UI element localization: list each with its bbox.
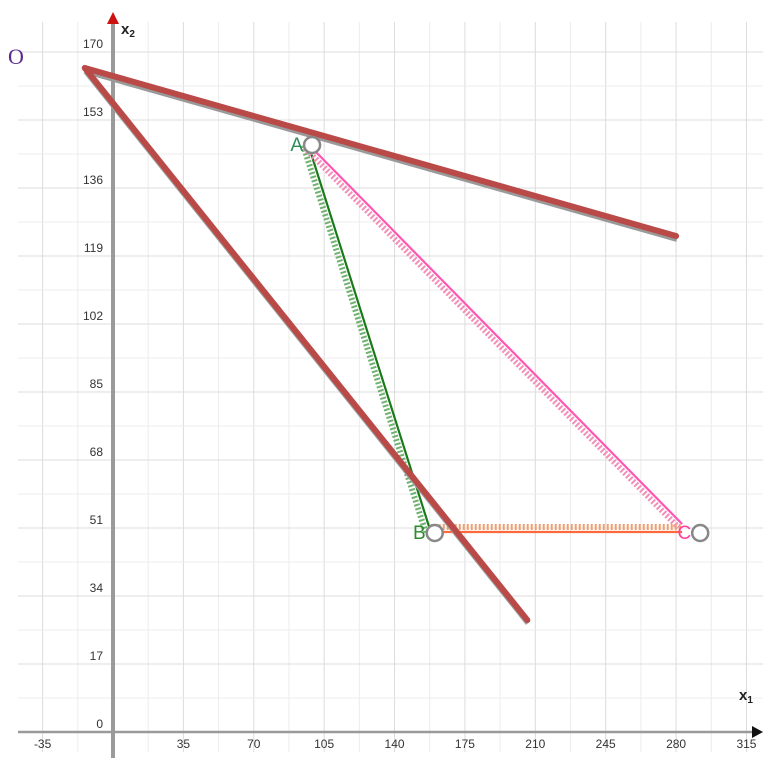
origin-label: O	[8, 44, 24, 69]
y-tick-label: 34	[90, 581, 104, 595]
y-tick-label: 0	[96, 717, 103, 731]
x-tick-label: -35	[34, 737, 52, 751]
series-lines	[81, 65, 683, 625]
series-line	[307, 143, 432, 533]
point-label: C	[677, 523, 691, 544]
y-axis-arrow-icon	[107, 12, 119, 24]
series-line	[81, 65, 680, 239]
y-tick-label: 68	[90, 445, 104, 459]
tick-labels: -35 35 70 105 140 175 210 245 280 315 0 17 34 51 68 85 1…	[34, 37, 757, 751]
x-tick-label: 70	[247, 737, 261, 751]
y-tick-label: 85	[90, 377, 104, 391]
axes: x1 x2	[18, 12, 763, 758]
point-label: A	[290, 135, 303, 156]
y-tick-label: 119	[84, 241, 103, 255]
y-tick-label: 136	[83, 173, 103, 187]
x-tick-label: 35	[177, 737, 191, 751]
y-tick-label: 170	[83, 37, 103, 51]
x-tick-label: 315	[736, 737, 756, 751]
x-tick-label: 140	[385, 737, 405, 751]
y-tick-label: 153	[83, 105, 103, 119]
x-tick-label: 280	[666, 737, 686, 751]
series-line	[307, 143, 683, 525]
y-tick-label: 102	[83, 309, 103, 323]
point-label: B	[413, 523, 426, 544]
x-tick-label: 245	[596, 737, 616, 751]
points: A B C	[290, 135, 710, 544]
series-line	[81, 65, 531, 623]
x-tick-label: 210	[525, 737, 545, 751]
y-tick-label: 51	[90, 513, 104, 527]
x-tick-label: 105	[314, 737, 334, 751]
y-tick-label: 17	[90, 649, 104, 663]
x-axis-label: x1	[739, 687, 753, 706]
series-shading	[302, 145, 681, 530]
x-tick-label: 175	[455, 737, 475, 751]
point-marker	[425, 523, 444, 543]
point-marker	[302, 135, 322, 155]
y-axis-label: x2	[121, 21, 135, 40]
point-marker	[690, 523, 710, 543]
x-axis-arrow-icon	[752, 726, 763, 738]
